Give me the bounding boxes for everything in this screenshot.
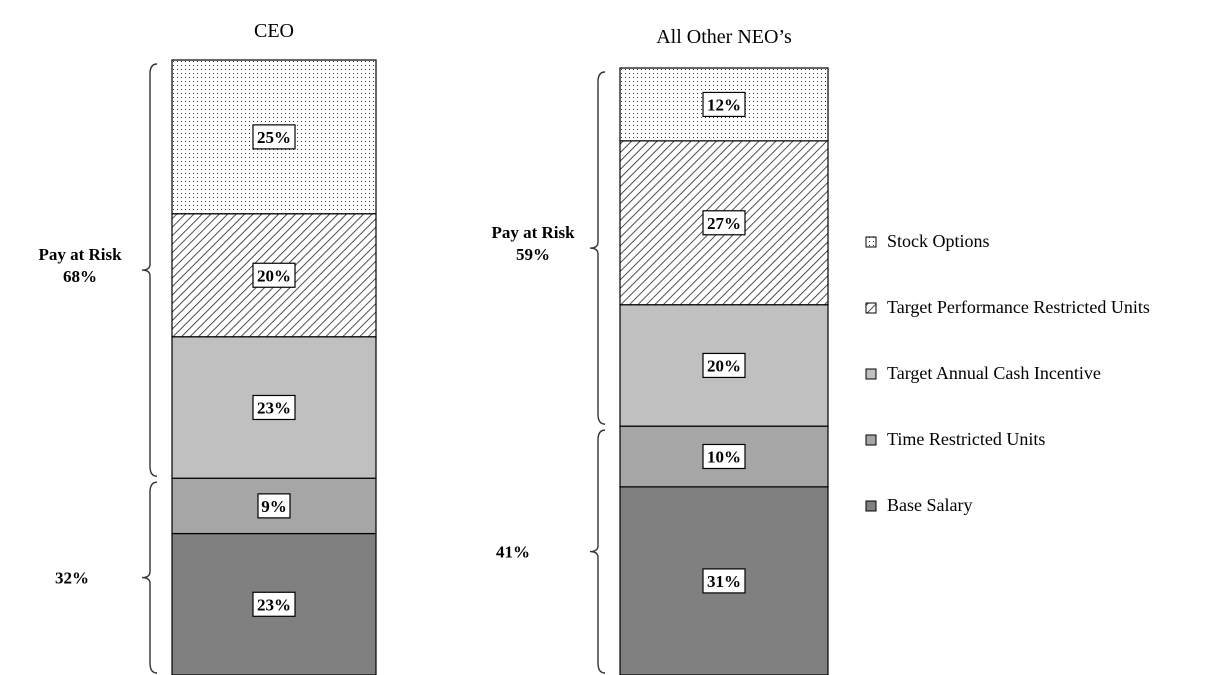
fixed-pay-brace [589, 429, 606, 674]
legend-label: Time Restricted Units [887, 429, 1045, 449]
value-label: 23% [257, 595, 291, 614]
legend-swatch [865, 236, 877, 248]
pay-at-risk-brace [589, 71, 606, 425]
legend-label: Base Salary [887, 495, 972, 515]
bars-layer [171, 59, 829, 675]
value-label-box [252, 124, 296, 150]
value-label-box [252, 262, 296, 288]
bar-title: All Other NEO’s [656, 26, 792, 48]
legend-swatch [865, 368, 877, 380]
value-label-box [257, 493, 291, 519]
fixed-pay-percent: 32% [55, 569, 89, 588]
labels-layer: 23% 9% 23% 20% 25% CEO Pay at Risk 68% 32% 31% 10%… [38, 20, 792, 617]
value-label-box [702, 210, 746, 236]
value-label: 23% [257, 398, 291, 417]
value-label-box [702, 568, 746, 594]
pay-at-risk-label: Pay at Risk [491, 223, 575, 242]
legend-swatch [865, 434, 877, 446]
bar-title: CEO [254, 20, 294, 42]
pay-at-risk-label: Pay at Risk [38, 245, 122, 264]
pay-at-risk-percent: 68% [63, 267, 97, 286]
value-label-box [702, 91, 746, 118]
value-label: 20% [707, 356, 741, 375]
value-label: 31% [707, 572, 741, 591]
value-label-box [702, 352, 746, 379]
legend-swatch [865, 500, 877, 512]
value-label: 20% [257, 266, 291, 285]
legend-swatch [865, 302, 877, 314]
value-label: 27% [707, 214, 741, 233]
value-label-box [702, 443, 746, 470]
fixed-pay-brace [141, 481, 158, 674]
value-label: 12% [707, 95, 741, 114]
legend: Stock Options Target Performance Restrict… [865, 231, 1150, 515]
legend-label: Target Performance Restricted Units [887, 297, 1150, 317]
value-label: 25% [257, 128, 291, 147]
legend-label: Stock Options [887, 231, 990, 251]
braces-layer [141, 63, 606, 674]
pay-at-risk-percent: 59% [516, 245, 550, 264]
value-label: 9% [261, 497, 287, 516]
value-label-box [252, 591, 296, 617]
value-label-box [252, 394, 296, 421]
pay-at-risk-brace [141, 63, 158, 477]
legend-label: Target Annual Cash Incentive [887, 363, 1101, 383]
fixed-pay-percent: 41% [496, 543, 530, 562]
value-label: 10% [707, 447, 741, 466]
